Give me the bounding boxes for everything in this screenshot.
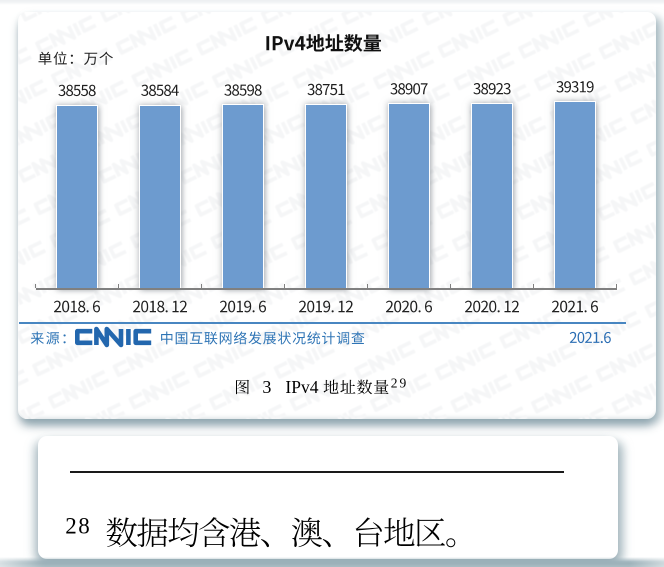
svg-text:28: 28 (65, 513, 91, 538)
svg-text:29: 29 (391, 376, 409, 391)
svg-text:IPv4: IPv4 (285, 377, 318, 397)
svg-text:3: 3 (262, 377, 271, 397)
